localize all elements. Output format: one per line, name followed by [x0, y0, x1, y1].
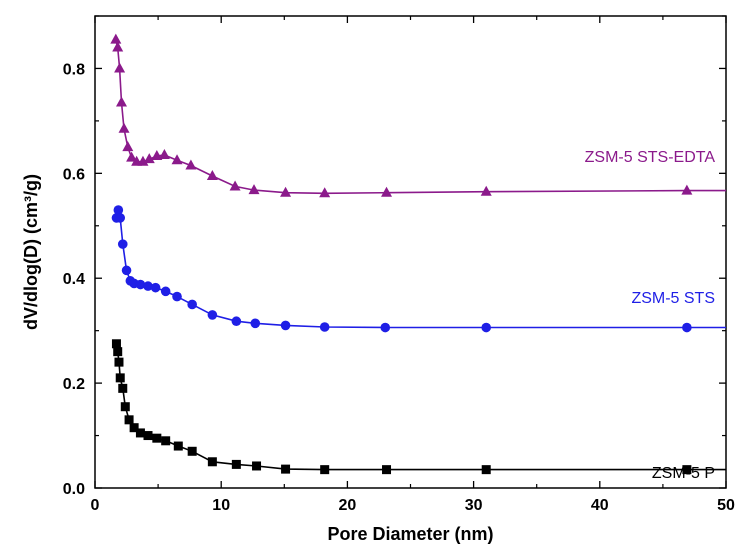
data-point — [114, 62, 126, 73]
series-layer — [110, 33, 726, 475]
x-tick-label: 10 — [212, 497, 230, 514]
data-point — [112, 41, 124, 52]
data-point — [250, 318, 261, 329]
data-point — [143, 431, 153, 441]
x-tick-label: 50 — [717, 497, 735, 514]
data-point — [481, 465, 491, 475]
data-point — [114, 357, 124, 367]
data-point — [480, 185, 492, 196]
series-label: ZSM-5 P — [652, 465, 715, 482]
data-point — [118, 383, 128, 393]
data-point — [124, 415, 134, 425]
x-tick-label: 20 — [339, 497, 357, 514]
x-tick-label: 40 — [591, 497, 609, 514]
series-1 — [111, 339, 726, 475]
data-point — [173, 441, 183, 451]
data-point — [113, 205, 124, 215]
data-point — [382, 465, 392, 475]
data-point — [115, 373, 125, 383]
data-point — [187, 446, 197, 456]
data-point — [187, 299, 197, 310]
data-point — [120, 402, 130, 412]
series-label: ZSM-5 STS-EDTA — [585, 149, 716, 166]
data-point — [252, 461, 262, 471]
x-tick-label: 30 — [465, 497, 483, 514]
data-point — [281, 464, 291, 474]
y-tick-label: 0.8 — [63, 61, 85, 78]
data-point — [207, 457, 217, 467]
y-tick-label: 0.2 — [63, 376, 85, 393]
y-axis-title: dV/dlog(D) (cm³/g) — [21, 174, 41, 330]
data-point — [151, 150, 163, 161]
data-point — [137, 155, 149, 166]
data-point — [111, 339, 121, 349]
y-tick-label: 0.4 — [63, 271, 85, 288]
series-line — [115, 343, 726, 471]
data-point — [110, 33, 122, 44]
data-point — [207, 310, 218, 320]
data-point — [280, 320, 291, 331]
series-2 — [111, 205, 726, 333]
data-point — [115, 213, 126, 223]
data-point — [150, 282, 161, 293]
data-point — [248, 184, 260, 195]
data-point — [117, 239, 128, 249]
data-point — [171, 154, 183, 165]
data-point — [280, 186, 292, 197]
x-axis-title: Pore Diameter (nm) — [327, 524, 493, 544]
data-point — [682, 465, 692, 475]
data-point — [381, 186, 393, 197]
data-point — [152, 433, 162, 443]
series-line — [115, 209, 726, 329]
data-point — [185, 159, 197, 170]
tick-labels: 0 10 20 30 40 50 0.0 0.2 0.4 0.6 0.8 — [63, 15, 735, 514]
data-point — [158, 148, 170, 159]
data-point — [143, 153, 155, 164]
series-3 — [110, 33, 726, 198]
data-point — [319, 187, 331, 198]
data-point — [320, 465, 330, 475]
data-point — [126, 151, 138, 162]
data-point — [161, 436, 171, 446]
data-point — [682, 322, 692, 333]
series-labels: ZSM-5 P ZSM-5 STS ZSM-5 STS-EDTA — [585, 149, 716, 482]
plot-frame — [94, 15, 727, 489]
data-point — [122, 141, 134, 152]
data-point — [121, 265, 132, 276]
data-point — [135, 428, 145, 438]
data-point — [231, 459, 241, 469]
data-point — [113, 347, 123, 357]
data-point — [319, 322, 330, 332]
series-line — [115, 39, 726, 195]
data-point — [135, 279, 146, 290]
x-tick-label: 0 — [91, 497, 100, 514]
data-point — [380, 322, 391, 333]
plot-area — [94, 15, 727, 489]
data-point — [116, 96, 128, 107]
data-point — [160, 286, 171, 297]
data-point — [481, 322, 492, 333]
data-point — [681, 184, 693, 195]
data-point — [129, 423, 139, 433]
y-tick-label: 0.6 — [63, 166, 85, 183]
data-point — [229, 180, 241, 191]
data-point — [143, 281, 153, 291]
y-tick-label: 0.0 — [63, 481, 85, 498]
data-point — [231, 316, 242, 327]
data-point — [172, 291, 182, 302]
data-point — [118, 122, 130, 133]
data-point — [206, 169, 218, 180]
series-label: ZSM-5 STS — [631, 290, 715, 307]
